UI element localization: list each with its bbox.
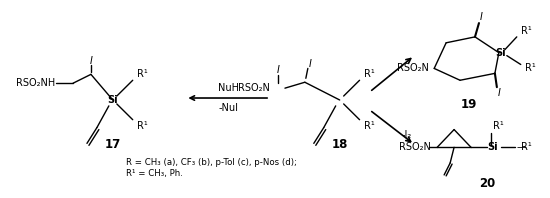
Text: R¹: R¹: [137, 121, 147, 131]
Text: R¹: R¹: [364, 121, 375, 131]
Text: R¹ = CH₃, Ph.: R¹ = CH₃, Ph.: [126, 169, 183, 178]
Text: RSO₂N: RSO₂N: [399, 142, 431, 152]
Text: Si: Si: [496, 48, 506, 58]
Text: I: I: [309, 58, 311, 69]
Text: -NuI: -NuI: [218, 103, 238, 113]
Text: Si: Si: [488, 142, 498, 152]
Text: I: I: [497, 88, 500, 98]
Text: R = CH₃ (a), CF₃ (b), ​p-Tol (c), ​p-Nos (d);: R = CH₃ (a), CF₃ (b), ​p-Tol (c), ​p-Nos…: [126, 158, 296, 167]
Text: R¹: R¹: [521, 142, 531, 152]
Text: R¹: R¹: [364, 69, 375, 79]
Text: R¹: R¹: [137, 69, 147, 79]
Text: 20: 20: [479, 177, 495, 190]
Text: I: I: [480, 12, 482, 22]
Text: 17: 17: [104, 138, 121, 151]
Text: —: —: [517, 142, 526, 152]
Text: 19: 19: [461, 98, 477, 111]
Text: RSO₂N: RSO₂N: [398, 63, 429, 73]
Text: R¹: R¹: [493, 121, 504, 131]
Text: 18: 18: [332, 138, 348, 151]
Text: -I₂: -I₂: [402, 130, 411, 140]
Text: R¹: R¹: [521, 26, 531, 36]
Text: Si: Si: [107, 95, 118, 105]
Text: NuH: NuH: [218, 83, 239, 93]
Text: I: I: [277, 65, 279, 75]
Text: RSO₂N: RSO₂N: [238, 83, 270, 93]
Text: I: I: [90, 56, 92, 66]
Text: R¹: R¹: [525, 63, 536, 73]
Text: RSO₂NH: RSO₂NH: [16, 78, 56, 88]
